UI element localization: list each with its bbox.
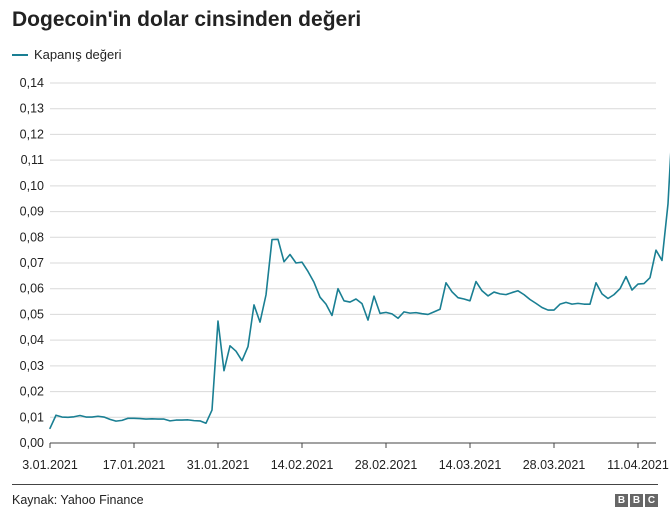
y-tick-label: 0,11 — [21, 153, 44, 167]
x-tick-label: 3.01.2021 — [22, 458, 78, 472]
logo-letter-c: C — [645, 494, 658, 507]
y-tick-label: 0,01 — [20, 410, 44, 424]
legend-label: Kapanış değeri — [34, 47, 122, 62]
y-tick-label: 0,09 — [20, 205, 44, 219]
y-tick-label: 0,12 — [20, 127, 44, 141]
y-tick-label: 0,00 — [20, 436, 44, 450]
gridlines — [50, 82, 656, 418]
axes — [49, 442, 656, 448]
series-line-kapanis — [49, 152, 670, 430]
bbc-logo: B B C — [615, 494, 658, 507]
y-tick-label: 0,08 — [20, 230, 44, 244]
y-tick-label: 0,04 — [20, 333, 44, 347]
y-axis-tick-labels: 0,00 0,01 0,02 0,03 0,04 0,05 0,06 0,07 0,08 0,09… — [20, 76, 44, 450]
y-tick-label: 0,10 — [20, 179, 44, 193]
y-tick-label: 0,07 — [20, 256, 44, 270]
legend-swatch — [12, 53, 28, 56]
y-tick-label: 0,06 — [20, 282, 44, 296]
x-tick-label: 28.02.2021 — [355, 458, 418, 472]
y-tick-label: 0,02 — [20, 385, 44, 399]
x-tick-label: 14.02.2021 — [271, 458, 334, 472]
logo-letter-b2: B — [630, 494, 643, 507]
series-layer — [49, 152, 670, 430]
y-tick-label: 0,13 — [20, 102, 44, 116]
y-tick-label: 0,03 — [20, 359, 44, 373]
logo-letter-b1: B — [615, 494, 628, 507]
y-tick-label: 0,14 — [20, 76, 44, 90]
y-tick-label: 0,05 — [20, 307, 44, 321]
x-tick-label: 28.03.2021 — [523, 458, 586, 472]
x-tick-label: 31.01.2021 — [187, 458, 250, 472]
footer-divider — [12, 484, 658, 485]
x-tick-label: 17.01.2021 — [103, 458, 166, 472]
x-tick-label: 14.03.2021 — [439, 458, 502, 472]
x-axis-tick-labels: 3.01.2021 17.01.2021 31.01.2021 14.02.2021 2… — [22, 458, 669, 472]
x-tick-label: 11.04.2021 — [607, 458, 669, 472]
chart-title: Dogecoin'in dolar cinsinden değeri — [12, 8, 362, 31]
line-chart: 0,00 0,01 0,02 0,03 0,04 0,05 0,06 0,07 0,08 0,09… — [20, 76, 670, 472]
source-note: Kaynak: Yahoo Finance — [12, 493, 144, 507]
legend: Kapanış değeri — [12, 47, 121, 62]
